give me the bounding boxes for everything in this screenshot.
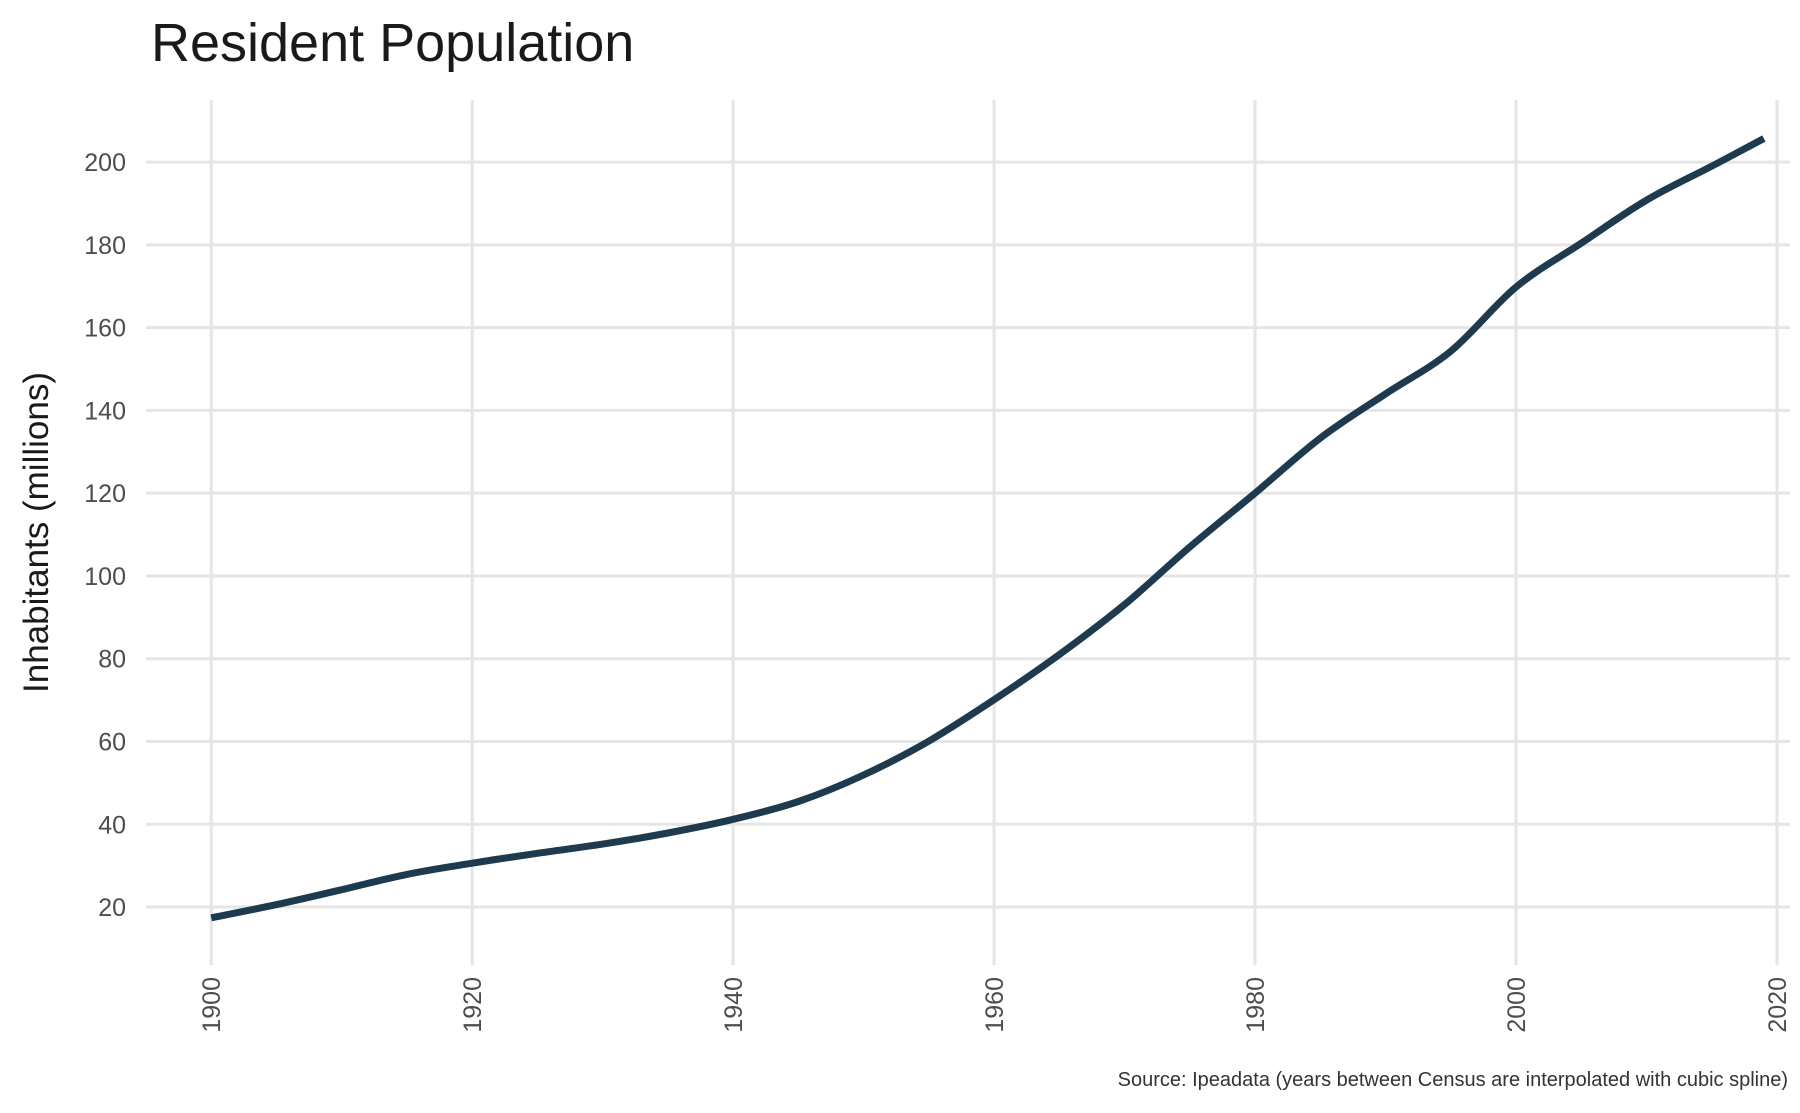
y-tick-label: 120 (84, 480, 126, 508)
x-tick-label: 1920 (459, 977, 487, 1033)
x-tick-label: 2000 (1503, 977, 1531, 1033)
source-caption: Source: Ipeadata (years between Census a… (1117, 1069, 1788, 1091)
x-tick-label: 1980 (1242, 977, 1270, 1033)
y-tick-label: 160 (84, 315, 126, 343)
chart-title: Resident Population (151, 13, 635, 73)
y-tick-label: 140 (84, 397, 126, 425)
x-tick-label: 1900 (198, 977, 226, 1033)
x-tick-label: 1960 (981, 977, 1009, 1033)
y-tick-label: 40 (98, 811, 126, 839)
y-tick-label: 80 (98, 646, 126, 674)
y-tick-label: 180 (84, 232, 126, 260)
y-tick-label: 100 (84, 563, 126, 591)
x-axis-tick-labels: 1900 1920 1940 1960 1980 2000 2020 (198, 977, 1792, 1033)
grid-lines (146, 100, 1790, 965)
y-axis-tick-labels: 20 40 60 80 100 120 140 160 180 200 (84, 149, 126, 922)
y-tick-label: 200 (84, 149, 126, 177)
y-axis-title: Inhabitants (millions) (17, 372, 56, 693)
y-tick-label: 20 (98, 894, 126, 922)
population-line (210, 135, 1766, 922)
x-tick-label: 1940 (720, 977, 748, 1033)
y-tick-label: 60 (98, 729, 126, 757)
x-tick-label: 2020 (1764, 977, 1792, 1033)
